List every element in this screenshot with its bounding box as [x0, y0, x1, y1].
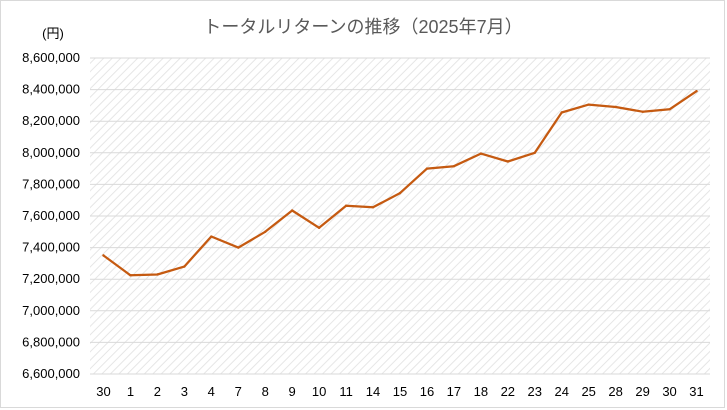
x-tick-label: 24 — [555, 384, 569, 399]
y-axis-unit: (円) — [42, 26, 64, 41]
data-point — [641, 110, 644, 113]
y-tick-label: 8,600,000 — [22, 50, 80, 65]
x-tick-label: 22 — [501, 384, 515, 399]
data-point — [129, 274, 132, 277]
x-tick-label: 15 — [393, 384, 407, 399]
data-point — [317, 226, 321, 230]
data-point — [425, 167, 429, 170]
x-tick-label: 8 — [262, 384, 269, 399]
x-tick-label: 25 — [581, 384, 595, 399]
data-point — [398, 191, 402, 195]
data-point — [290, 209, 294, 212]
data-point — [614, 105, 617, 109]
x-tick-label: 31 — [689, 384, 703, 399]
y-axis-ticks: 6,600,000 6,800,000 7,000,000 7,200,000 7,40… — [22, 50, 80, 381]
x-tick-label: 23 — [528, 384, 542, 399]
data-point — [264, 230, 267, 233]
x-axis-ticks: 30 1 2 3 4 7 8 9 10 11 14 15 16 17 18 22 23 24 25 28 29 30 31 — [96, 384, 704, 399]
data-point — [237, 246, 240, 249]
x-tick-label: 4 — [208, 384, 215, 399]
x-tick-label: 11 — [339, 384, 353, 399]
y-tick-label: 8,000,000 — [22, 145, 80, 160]
x-tick-label: 30 — [96, 384, 110, 399]
data-point — [183, 265, 186, 268]
data-point — [506, 160, 510, 163]
x-tick-label: 14 — [366, 384, 380, 399]
y-tick-label: 8,200,000 — [22, 113, 80, 128]
y-tick-label: 6,800,000 — [22, 334, 80, 349]
x-tick-label: 3 — [181, 384, 188, 399]
y-tick-label: 7,600,000 — [22, 208, 80, 223]
data-point — [371, 206, 375, 209]
data-point — [560, 111, 563, 114]
data-point — [210, 235, 213, 238]
x-tick-label: 9 — [289, 384, 296, 399]
data-point — [452, 165, 456, 168]
x-tick-label: 18 — [474, 384, 488, 399]
x-tick-label: 7 — [235, 384, 242, 399]
y-tick-label: 6,600,000 — [22, 366, 80, 381]
y-tick-label: 7,000,000 — [22, 303, 80, 318]
y-tick-label: 8,400,000 — [22, 82, 80, 97]
x-tick-label: 30 — [662, 384, 676, 399]
x-tick-label: 2 — [154, 384, 161, 399]
data-point — [156, 273, 159, 276]
data-point — [102, 254, 105, 257]
chart-title: トータルリターンの推移（2025年7月） — [203, 17, 522, 37]
series-group — [102, 89, 698, 277]
gridlines — [90, 57, 710, 375]
data-point — [587, 103, 590, 106]
data-point — [479, 152, 483, 155]
y-tick-label: 7,200,000 — [22, 271, 80, 286]
x-tick-label: 28 — [608, 384, 622, 399]
x-tick-label: 10 — [312, 384, 326, 399]
x-tick-label: 29 — [635, 384, 649, 399]
data-point — [344, 204, 348, 207]
x-tick-label: 16 — [420, 384, 434, 399]
data-point — [668, 108, 671, 111]
data-point — [533, 151, 536, 154]
y-tick-label: 7,800,000 — [22, 176, 80, 191]
x-tick-label: 17 — [447, 384, 461, 399]
data-point — [695, 89, 698, 93]
x-tick-label: 1 — [127, 384, 134, 399]
y-tick-label: 7,400,000 — [22, 240, 80, 255]
